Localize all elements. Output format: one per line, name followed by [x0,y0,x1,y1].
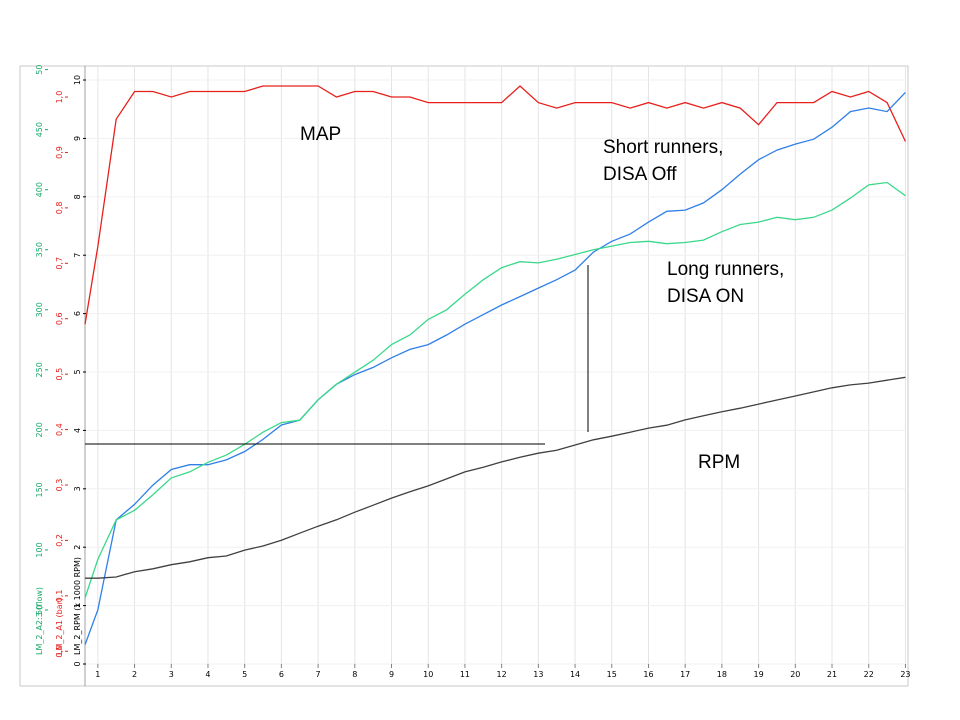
y-tick-label: 0,3 [55,479,64,492]
y-tick-label: 6 [73,311,82,316]
x-tick-label: 10 [423,670,433,679]
y-tick-label: 0,8 [55,202,64,215]
y-tick-label: 0,6 [55,312,64,325]
y-tick-label: 3 [73,486,82,491]
annotation: DISA ON [667,286,744,307]
y-tick-label: 100 [35,542,44,557]
x-tick-label: 11 [460,670,470,679]
y-tick-label: 300 [35,302,44,317]
grid [85,66,908,665]
y-tick-label: 2 [73,545,82,550]
y-tick-label: 50 [35,605,44,615]
annotation: DISA Off [603,164,677,185]
annotation: MAP [300,124,341,145]
y-tick-label: 450 [35,122,44,137]
y-tick-label: 400 [35,182,44,197]
y-tick-label: 0,2 [55,534,64,547]
x-tick-label: 8 [352,670,357,679]
axes: 1 2 3 4 5 6 7 8 9 10 11 12 13 14 15 16 17 18 19 20 21 22 23012… [35,65,911,679]
y-tick-label: 150 [35,482,44,497]
series-line [84,85,906,325]
y-axis-label: LM_2_RPM (x 1000 RPM) [73,557,82,655]
x-tick-label: 14 [570,670,580,679]
y-tick-label: 10 [73,75,82,85]
y-tick-label: 1 [73,603,82,608]
x-tick-label: 2 [132,670,137,679]
y-tick-label: 50 [35,65,44,75]
y-axis-label: LM_2_A1 (bar) [55,598,64,655]
y-tick-label: 0,5 [55,368,64,381]
x-tick-label: 19 [754,670,764,679]
annotation: RPM [698,452,740,473]
annotations: MAP Short runners, DISA Off Long runners, DI… [300,124,784,473]
x-tick-label: 17 [680,670,690,679]
series-line [84,91,906,646]
y-tick-label: 200 [35,422,44,437]
y-tick-label: 4 [73,428,82,433]
y-tick-label: 7 [73,253,82,258]
y-tick-label: 5 [73,369,82,374]
x-tick-label: 20 [790,670,800,679]
lines [84,85,906,646]
chart-frame [19,65,909,687]
annotation: Long runners, [667,259,784,280]
x-tick-label: 15 [607,670,617,679]
x-tick-label: 13 [533,670,543,679]
y-tick-label: 0,0 [55,645,64,658]
y-tick-label: 0 [73,661,82,666]
x-tick-label: 7 [316,670,321,679]
y-tick-label: 0,4 [55,423,64,436]
x-tick-label: 1 [95,670,100,679]
x-tick-label: 23 [900,670,910,679]
y-tick-label: 0,9 [55,146,64,159]
x-tick-label: 4 [205,670,210,679]
x-tick-label: 6 [279,670,284,679]
y-axis-label: LM_2_A2:3 (flow) [35,587,44,655]
y-tick-label: 0,7 [55,257,64,270]
x-tick-label: 22 [864,670,874,679]
x-tick-label: 3 [169,670,174,679]
y-tick-label: 8 [73,194,82,199]
series-line [85,376,906,579]
y-tick-label: 9 [73,136,82,141]
x-tick-label: 9 [389,670,394,679]
y-tick-label: 350 [35,242,44,257]
x-tick-label: 5 [242,670,247,679]
y-tick-label: 1,0 [55,91,64,104]
x-tick-label: 18 [717,670,727,679]
series-line [84,181,906,599]
x-tick-label: 16 [643,670,653,679]
annotation: Short runners, [603,137,723,158]
x-tick-label: 21 [827,670,837,679]
y-tick-label: 250 [35,362,44,377]
x-tick-label: 12 [497,670,507,679]
y-tick-label: 0,1 [55,589,64,602]
